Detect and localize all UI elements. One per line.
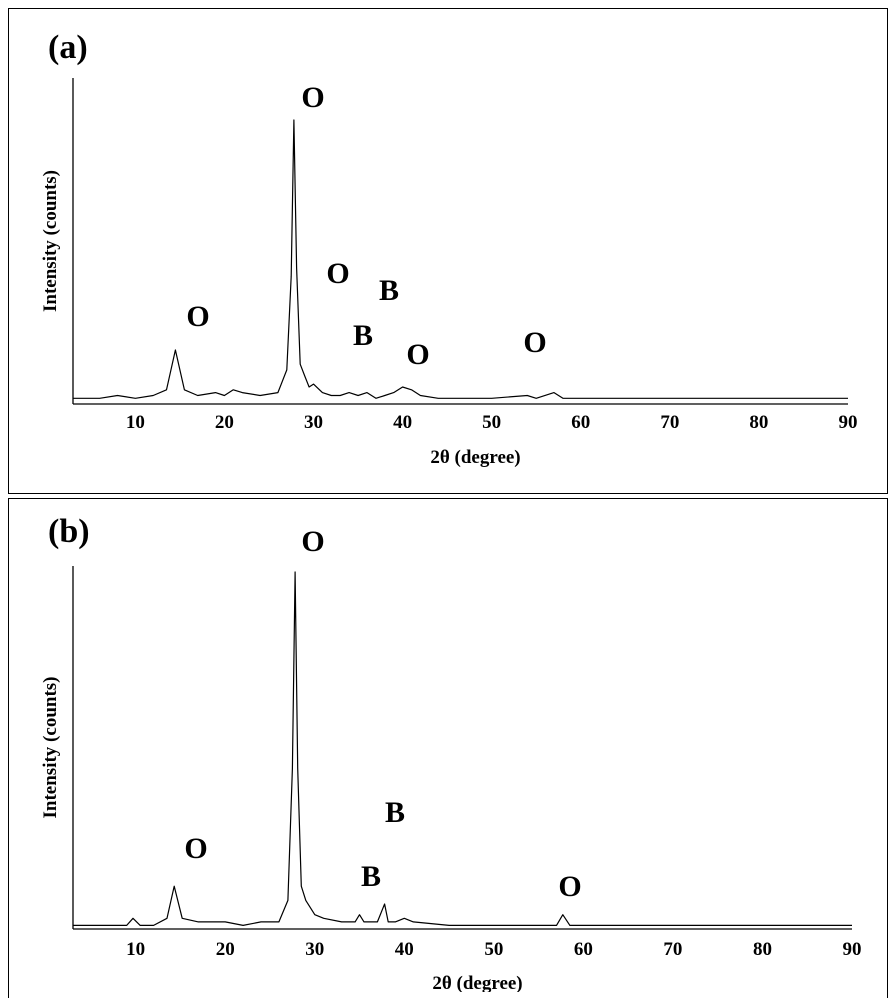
peak-label: O xyxy=(406,338,429,371)
x-tick-label: 50 xyxy=(484,939,503,960)
x-tick-label: 20 xyxy=(216,939,235,960)
y-axis-label: Intensity (counts) xyxy=(40,170,61,312)
peak-label: O xyxy=(326,257,349,290)
x-tick-label: 80 xyxy=(749,412,768,433)
x-tick-label: 60 xyxy=(574,939,593,960)
x-tick-label: 20 xyxy=(215,412,234,433)
x-tick-label: 60 xyxy=(571,412,590,433)
x-tick-label: 40 xyxy=(395,939,414,960)
x-tick-label: 70 xyxy=(660,412,679,433)
chart-a-svg: (a) 10 20 30 40 50 60 70 80 90 2θ (degree) Intensit… xyxy=(40,29,858,468)
peak-label: B xyxy=(379,274,399,307)
x-tick-label: 10 xyxy=(126,412,145,433)
peak-label: O xyxy=(184,832,207,865)
x-tick-label: 90 xyxy=(843,939,862,960)
xrd-trace-line xyxy=(73,119,848,399)
panel-label: (b) xyxy=(48,513,90,550)
y-axis-label: Intensity (counts) xyxy=(40,677,61,819)
xrd-trace-line xyxy=(73,571,852,926)
x-axis-label: 2θ (degree) xyxy=(432,973,522,992)
x-tick-label: 30 xyxy=(305,939,324,960)
x-tick-label: 50 xyxy=(482,412,501,433)
peak-label: B xyxy=(361,860,381,893)
peak-label: O xyxy=(301,525,324,558)
peak-label: B xyxy=(385,796,405,829)
peak-label: B xyxy=(353,319,373,352)
x-tick-label: 10 xyxy=(126,939,145,960)
x-tick-label: 40 xyxy=(393,412,412,433)
x-axis-label: 2θ (degree) xyxy=(430,447,520,468)
x-tick-label: 70 xyxy=(663,939,682,960)
peak-label: O xyxy=(558,870,581,903)
peak-label: O xyxy=(186,300,209,333)
peak-label: O xyxy=(301,81,324,114)
x-tick-label: 30 xyxy=(304,412,323,433)
chart-b-svg: (b) 10 20 30 40 50 60 70 80 90 2θ (degree) Intensit… xyxy=(40,513,862,992)
panel-a-frame xyxy=(8,8,888,494)
panel-b-frame xyxy=(8,498,888,998)
chart-panel-b: (b) 10 20 30 40 50 60 70 80 90 2θ (degree) Intensit… xyxy=(0,496,893,998)
x-tick-label: 90 xyxy=(839,412,858,433)
peak-label: O xyxy=(523,326,546,359)
panel-label: (a) xyxy=(48,29,88,66)
chart-panel-a: (a) 10 20 30 40 50 60 70 80 90 2θ (degree) Intensit… xyxy=(0,0,893,496)
x-tick-label: 80 xyxy=(753,939,772,960)
